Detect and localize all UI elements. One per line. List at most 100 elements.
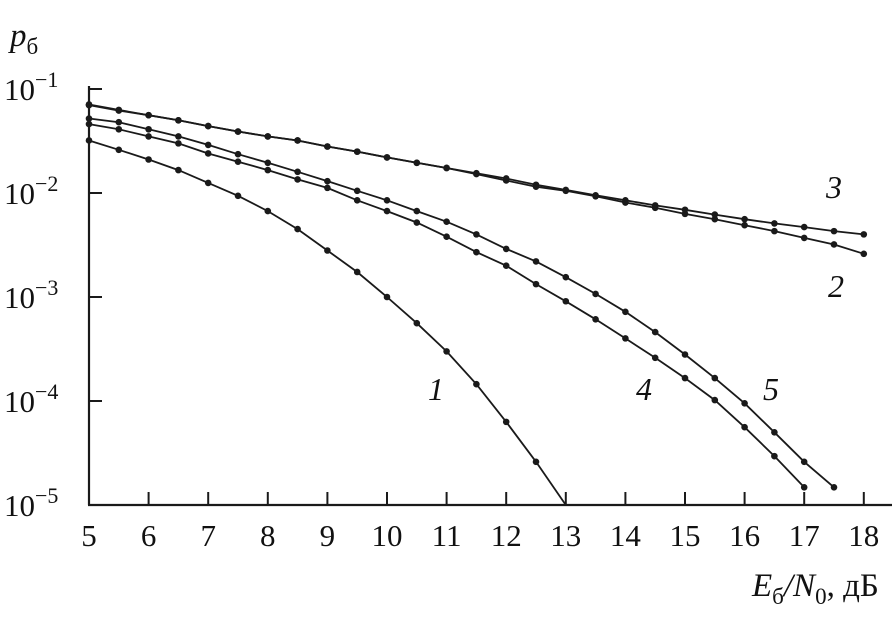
data-point-1 <box>145 156 152 163</box>
data-point-4 <box>562 297 570 305</box>
x-tick-label: 14 <box>610 518 642 553</box>
data-point-3 <box>353 148 361 155</box>
x-axis-label-main: E <box>751 568 772 604</box>
data-point-5 <box>651 328 659 336</box>
data-point-1 <box>413 319 421 327</box>
x-tick-label: 12 <box>491 518 522 553</box>
data-point-4 <box>592 316 599 323</box>
data-point-3 <box>800 223 808 231</box>
x-tick-label: 16 <box>729 518 760 553</box>
data-point-5 <box>234 150 242 158</box>
y-tick-exponent: −3 <box>35 275 58 300</box>
data-point-4 <box>175 140 182 147</box>
data-point-2 <box>741 221 748 229</box>
x-tick-label: 9 <box>320 518 336 553</box>
data-point-1 <box>502 418 510 426</box>
data-point-4 <box>115 125 123 133</box>
x-tick-label: 5 <box>81 518 97 553</box>
series-label-2: 2 <box>828 268 844 304</box>
x-tick-label: 17 <box>789 518 820 553</box>
data-point-5 <box>532 258 540 265</box>
data-point-5 <box>771 429 778 436</box>
data-point-1 <box>324 247 331 254</box>
y-tick-exponent: −5 <box>35 483 58 508</box>
data-point-5 <box>800 458 808 466</box>
data-point-3 <box>234 128 242 135</box>
data-point-4 <box>651 354 659 362</box>
data-point-4 <box>741 423 748 431</box>
x-tick-label: 18 <box>848 518 879 553</box>
data-point-3 <box>502 175 510 182</box>
data-point-4 <box>473 248 480 256</box>
data-point-1 <box>204 179 212 187</box>
data-point-3 <box>741 215 748 223</box>
data-point-1 <box>383 293 391 301</box>
x-tick-label: 6 <box>141 518 157 553</box>
data-point-4 <box>622 335 629 342</box>
data-point-3 <box>562 186 570 194</box>
data-point-1 <box>294 225 301 233</box>
data-point-1 <box>115 146 123 154</box>
data-point-3 <box>383 154 391 161</box>
y-tick-label: 10−2 <box>4 171 58 211</box>
y-tick-exponent: −2 <box>35 171 58 196</box>
data-point-4 <box>800 483 808 491</box>
x-tick-label: 7 <box>200 518 216 553</box>
x-tick-label: 8 <box>260 518 276 553</box>
data-point-5 <box>592 290 599 298</box>
data-point-2 <box>860 250 868 258</box>
series-line-3 <box>88 103 864 236</box>
data-point-3 <box>175 117 182 124</box>
data-point-3 <box>145 111 152 119</box>
data-point-2 <box>830 241 838 248</box>
y-axis-label: pб <box>8 18 38 59</box>
data-point-1 <box>175 166 182 174</box>
data-point-3 <box>115 106 123 114</box>
series-group <box>85 101 868 506</box>
data-point-5 <box>473 231 480 238</box>
data-point-4 <box>681 374 689 382</box>
data-point-3 <box>681 206 689 214</box>
data-point-3 <box>413 159 421 167</box>
x-axis-label-unit: , дБ <box>827 568 879 604</box>
data-point-5 <box>502 245 510 253</box>
data-point-4 <box>145 133 152 140</box>
data-point-4 <box>204 150 212 157</box>
data-point-4 <box>502 262 510 269</box>
data-point-5 <box>383 197 391 204</box>
y-tick-exponent: −4 <box>35 379 58 404</box>
x-tick-label: 10 <box>372 518 403 553</box>
data-point-3 <box>473 169 480 177</box>
x-axis-label: Eб/N0, дБ <box>751 568 879 609</box>
data-point-3 <box>294 137 301 144</box>
data-point-3 <box>204 122 212 130</box>
x-axis-label-mid: /N <box>782 568 817 604</box>
data-point-3 <box>622 197 629 204</box>
data-point-3 <box>651 202 659 209</box>
data-point-4 <box>771 452 778 460</box>
data-point-5 <box>324 177 331 185</box>
data-point-4 <box>353 197 361 204</box>
data-point-2 <box>711 215 719 223</box>
data-point-2 <box>771 227 778 235</box>
data-point-3 <box>711 211 719 218</box>
data-point-3 <box>324 143 331 150</box>
y-tick-label: 10−3 <box>4 275 58 315</box>
y-axis-label-main: p <box>8 18 27 54</box>
y-tick-base: 10 <box>4 384 35 419</box>
data-point-5 <box>562 273 570 281</box>
data-point-1 <box>443 348 450 355</box>
data-point-5 <box>413 207 421 215</box>
data-point-4 <box>383 207 391 215</box>
x-axis-label-sub1: б <box>772 584 784 609</box>
data-point-5 <box>204 141 212 149</box>
y-tick-base: 10 <box>4 176 35 211</box>
data-point-4 <box>711 396 719 404</box>
data-point-5 <box>622 308 629 316</box>
y-tick-label: 10−1 <box>4 67 58 107</box>
data-point-4 <box>532 280 540 288</box>
data-point-1 <box>234 192 242 200</box>
data-point-3 <box>532 181 540 189</box>
data-point-5 <box>681 351 689 358</box>
data-point-5 <box>294 168 301 176</box>
